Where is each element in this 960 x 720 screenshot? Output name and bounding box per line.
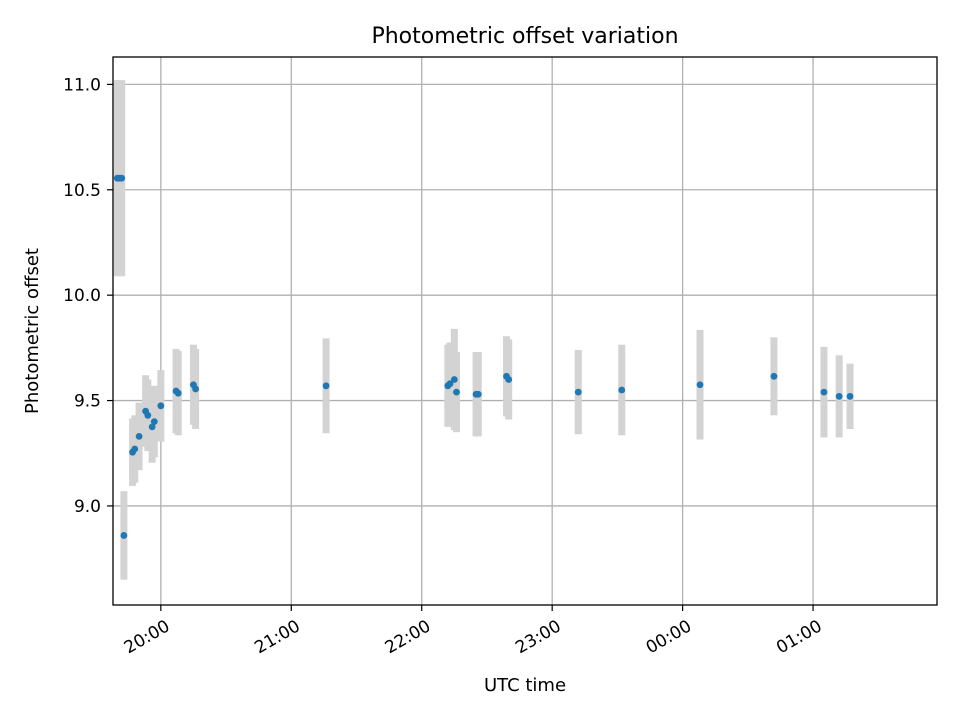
data-point <box>174 389 182 397</box>
data-point <box>120 532 128 539</box>
grid <box>113 57 937 605</box>
x-axis-label: UTC time <box>484 675 566 696</box>
data-point <box>446 380 454 388</box>
data-point <box>505 376 513 383</box>
data-point <box>574 388 582 396</box>
data-point <box>835 392 843 400</box>
y-tick-label: 9.0 <box>74 497 101 517</box>
y-tick-label: 10.0 <box>63 286 101 306</box>
data-point <box>618 386 626 394</box>
y-tick-label: 10.5 <box>63 181 101 201</box>
data-point <box>192 385 200 393</box>
y-tick-label: 11.0 <box>63 75 101 95</box>
data-point <box>322 382 330 390</box>
chart-title: Photometric offset variation <box>371 24 678 49</box>
data-point <box>770 372 778 380</box>
y-axis-label: Photometric offset <box>22 248 43 414</box>
y-tick-label: 9.5 <box>74 392 101 412</box>
data-point <box>846 392 854 400</box>
data-point <box>696 381 704 389</box>
data-point <box>131 445 139 453</box>
data-point <box>450 376 458 383</box>
data-point <box>118 174 126 182</box>
data-points <box>113 174 854 539</box>
data-point <box>820 388 828 396</box>
data-point <box>135 432 143 440</box>
data-point <box>148 423 156 431</box>
data-point <box>157 402 165 410</box>
data-point <box>453 388 460 396</box>
data-point <box>144 411 152 419</box>
plot-frame <box>112 56 938 606</box>
data-point <box>474 390 482 398</box>
data-point <box>150 418 158 426</box>
